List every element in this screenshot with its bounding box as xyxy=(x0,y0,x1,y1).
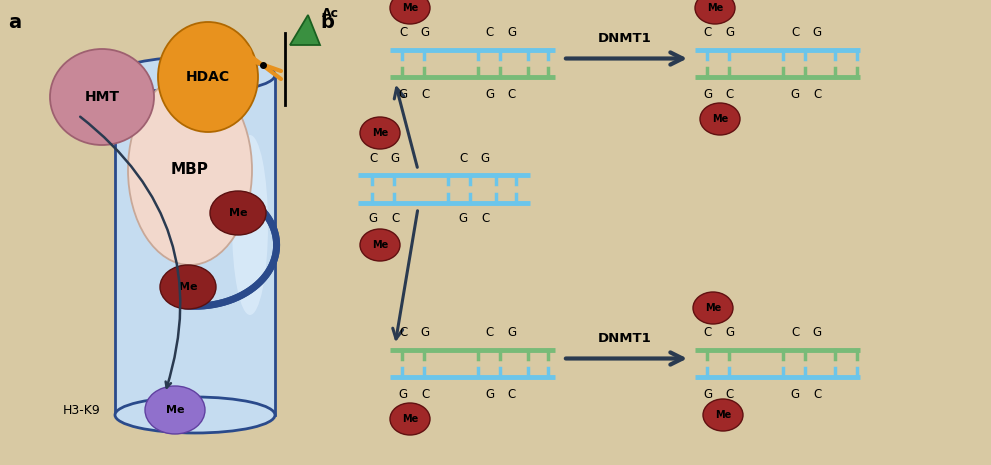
Text: G: G xyxy=(390,153,399,166)
Text: C: C xyxy=(813,87,822,100)
Ellipse shape xyxy=(695,0,735,24)
Text: Me: Me xyxy=(707,3,723,13)
Text: G: G xyxy=(420,27,429,40)
Text: G: G xyxy=(486,387,495,400)
Text: G: G xyxy=(459,213,468,226)
Polygon shape xyxy=(290,15,320,45)
Text: C: C xyxy=(704,326,713,339)
Text: G: G xyxy=(725,326,734,339)
Text: G: G xyxy=(507,326,516,339)
Text: Me: Me xyxy=(229,208,247,218)
Text: Me: Me xyxy=(715,410,731,420)
Text: HDAC: HDAC xyxy=(186,70,230,84)
Text: Me: Me xyxy=(372,128,388,138)
Ellipse shape xyxy=(232,135,268,315)
Text: H3-K9: H3-K9 xyxy=(62,404,100,417)
Text: G: G xyxy=(420,326,429,339)
Ellipse shape xyxy=(50,49,154,145)
Text: G: G xyxy=(398,387,407,400)
Text: C: C xyxy=(486,27,495,40)
Text: C: C xyxy=(459,153,467,166)
Ellipse shape xyxy=(115,397,275,433)
Text: DNMT1: DNMT1 xyxy=(599,32,652,45)
Ellipse shape xyxy=(390,403,430,435)
Ellipse shape xyxy=(160,265,216,309)
Ellipse shape xyxy=(703,399,743,431)
Text: G: G xyxy=(369,213,378,226)
Ellipse shape xyxy=(360,117,400,149)
Text: C: C xyxy=(704,27,713,40)
Text: G: G xyxy=(791,87,800,100)
Text: G: G xyxy=(486,87,495,100)
Text: Me: Me xyxy=(178,282,197,292)
Text: Me: Me xyxy=(402,3,418,13)
Ellipse shape xyxy=(128,75,252,265)
Text: b: b xyxy=(320,13,334,32)
Text: C: C xyxy=(481,213,490,226)
Text: G: G xyxy=(704,387,713,400)
Text: HMT: HMT xyxy=(84,90,120,104)
Text: C: C xyxy=(791,326,799,339)
Text: G: G xyxy=(481,153,490,166)
Text: C: C xyxy=(398,27,407,40)
Text: G: G xyxy=(813,27,822,40)
Ellipse shape xyxy=(158,22,258,132)
Text: C: C xyxy=(725,87,734,100)
Bar xyxy=(115,75,275,415)
Text: C: C xyxy=(421,87,429,100)
Text: C: C xyxy=(486,326,495,339)
Text: C: C xyxy=(369,153,378,166)
Text: G: G xyxy=(398,87,407,100)
Text: C: C xyxy=(507,387,516,400)
Ellipse shape xyxy=(360,229,400,261)
Text: Me: Me xyxy=(712,114,728,124)
Text: Me: Me xyxy=(402,414,418,424)
Text: G: G xyxy=(704,87,713,100)
Text: G: G xyxy=(725,27,734,40)
Ellipse shape xyxy=(390,0,430,24)
Text: MBP: MBP xyxy=(171,162,209,178)
Text: DNMT1: DNMT1 xyxy=(599,332,652,345)
Ellipse shape xyxy=(145,386,205,434)
Text: G: G xyxy=(507,27,516,40)
Ellipse shape xyxy=(210,191,266,235)
Text: C: C xyxy=(421,387,429,400)
Text: a: a xyxy=(8,13,21,32)
Text: C: C xyxy=(725,387,734,400)
Text: G: G xyxy=(791,387,800,400)
Text: Me: Me xyxy=(705,303,721,313)
Text: C: C xyxy=(813,387,822,400)
Text: Me: Me xyxy=(165,405,184,415)
Text: Me: Me xyxy=(372,240,388,250)
Ellipse shape xyxy=(700,103,740,135)
Text: G: G xyxy=(813,326,822,339)
Text: C: C xyxy=(398,326,407,339)
Text: C: C xyxy=(390,213,399,226)
Ellipse shape xyxy=(693,292,733,324)
Text: Ac: Ac xyxy=(322,7,339,20)
Text: C: C xyxy=(507,87,516,100)
Text: C: C xyxy=(791,27,799,40)
Ellipse shape xyxy=(115,57,275,93)
